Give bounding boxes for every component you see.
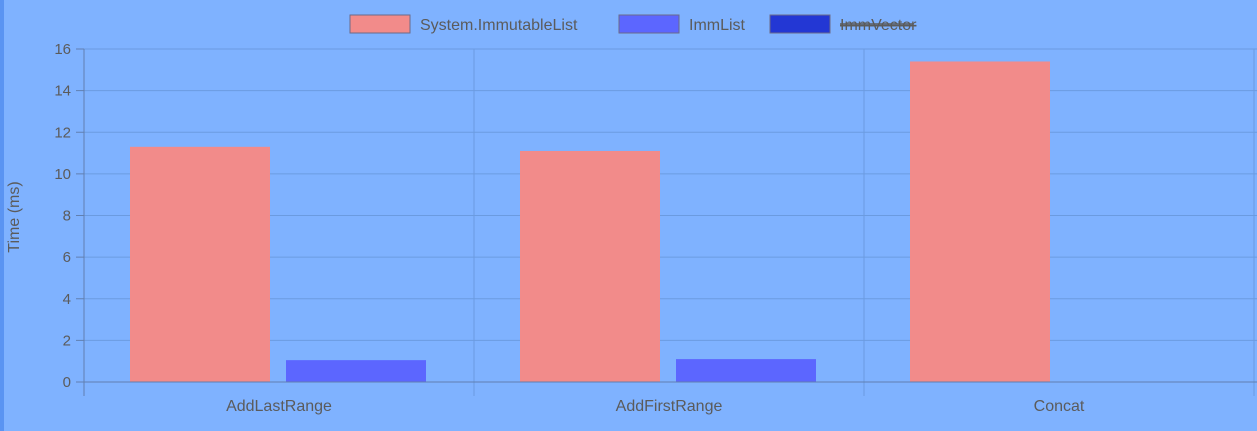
x-tick-label: Concat [1034,398,1085,415]
y-tick-label: 16 [54,41,71,58]
y-tick-label: 0 [63,374,71,391]
legend-label: ImmVector [840,17,917,34]
y-tick-label: 6 [63,249,71,266]
y-tick-label: 4 [63,291,71,308]
bar-chart: 0 2 4 6 8 10 12 14 16 AddLastRange AddFirstRange Co… [6,14,1257,415]
grid-layer [83,48,1257,396]
legend-swatch [769,14,831,34]
y-tick-label: 12 [54,124,71,141]
bars-layer [130,61,1050,383]
x-tick-label: AddFirstRange [616,398,723,415]
y-tick-label: 8 [63,208,71,225]
legend-label: System.ImmutableList [420,17,578,34]
y-axis-title: Time (ms) [6,181,23,252]
bar-system-immutablelist-concat [910,61,1050,383]
legend-swatch [349,14,411,34]
bar-immlist-addfirstrange [676,359,816,382]
bar-system-immutablelist-addfirstrange [520,150,660,382]
x-tick-label: AddLastRange [226,398,332,415]
y-tick-label: 14 [54,83,71,100]
legend-item-immvector[interactable]: ImmVector [769,14,917,34]
bar-immlist-addlastrange [286,360,426,382]
legend[interactable]: System.ImmutableList ImmList ImmVector [349,14,917,34]
legend-item-immlist[interactable]: ImmList [618,14,746,34]
y-tick-label: 2 [63,332,71,349]
axis-layer: 0 2 4 6 8 10 12 14 16 AddLastRange AddFirstRange Co… [54,41,1257,415]
legend-item-system-immutablelist[interactable]: System.ImmutableList [349,14,578,34]
y-tick-label: 10 [54,166,71,183]
legend-swatch [618,14,680,34]
legend-label: ImmList [689,17,746,34]
bar-system-immutablelist-addlastrange [130,146,270,382]
